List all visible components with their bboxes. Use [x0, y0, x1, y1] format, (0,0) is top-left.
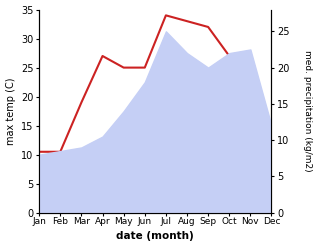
Y-axis label: max temp (C): max temp (C)	[5, 77, 16, 145]
X-axis label: date (month): date (month)	[116, 231, 194, 242]
Y-axis label: med. precipitation (kg/m2): med. precipitation (kg/m2)	[303, 50, 313, 172]
